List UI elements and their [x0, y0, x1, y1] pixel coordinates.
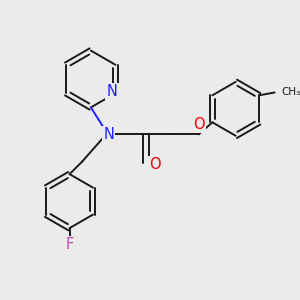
Text: O: O: [149, 157, 160, 172]
Text: F: F: [66, 237, 74, 252]
Text: CH₃: CH₃: [281, 88, 300, 98]
Text: O: O: [193, 117, 205, 132]
Text: N: N: [106, 84, 118, 99]
Text: N: N: [103, 127, 114, 142]
